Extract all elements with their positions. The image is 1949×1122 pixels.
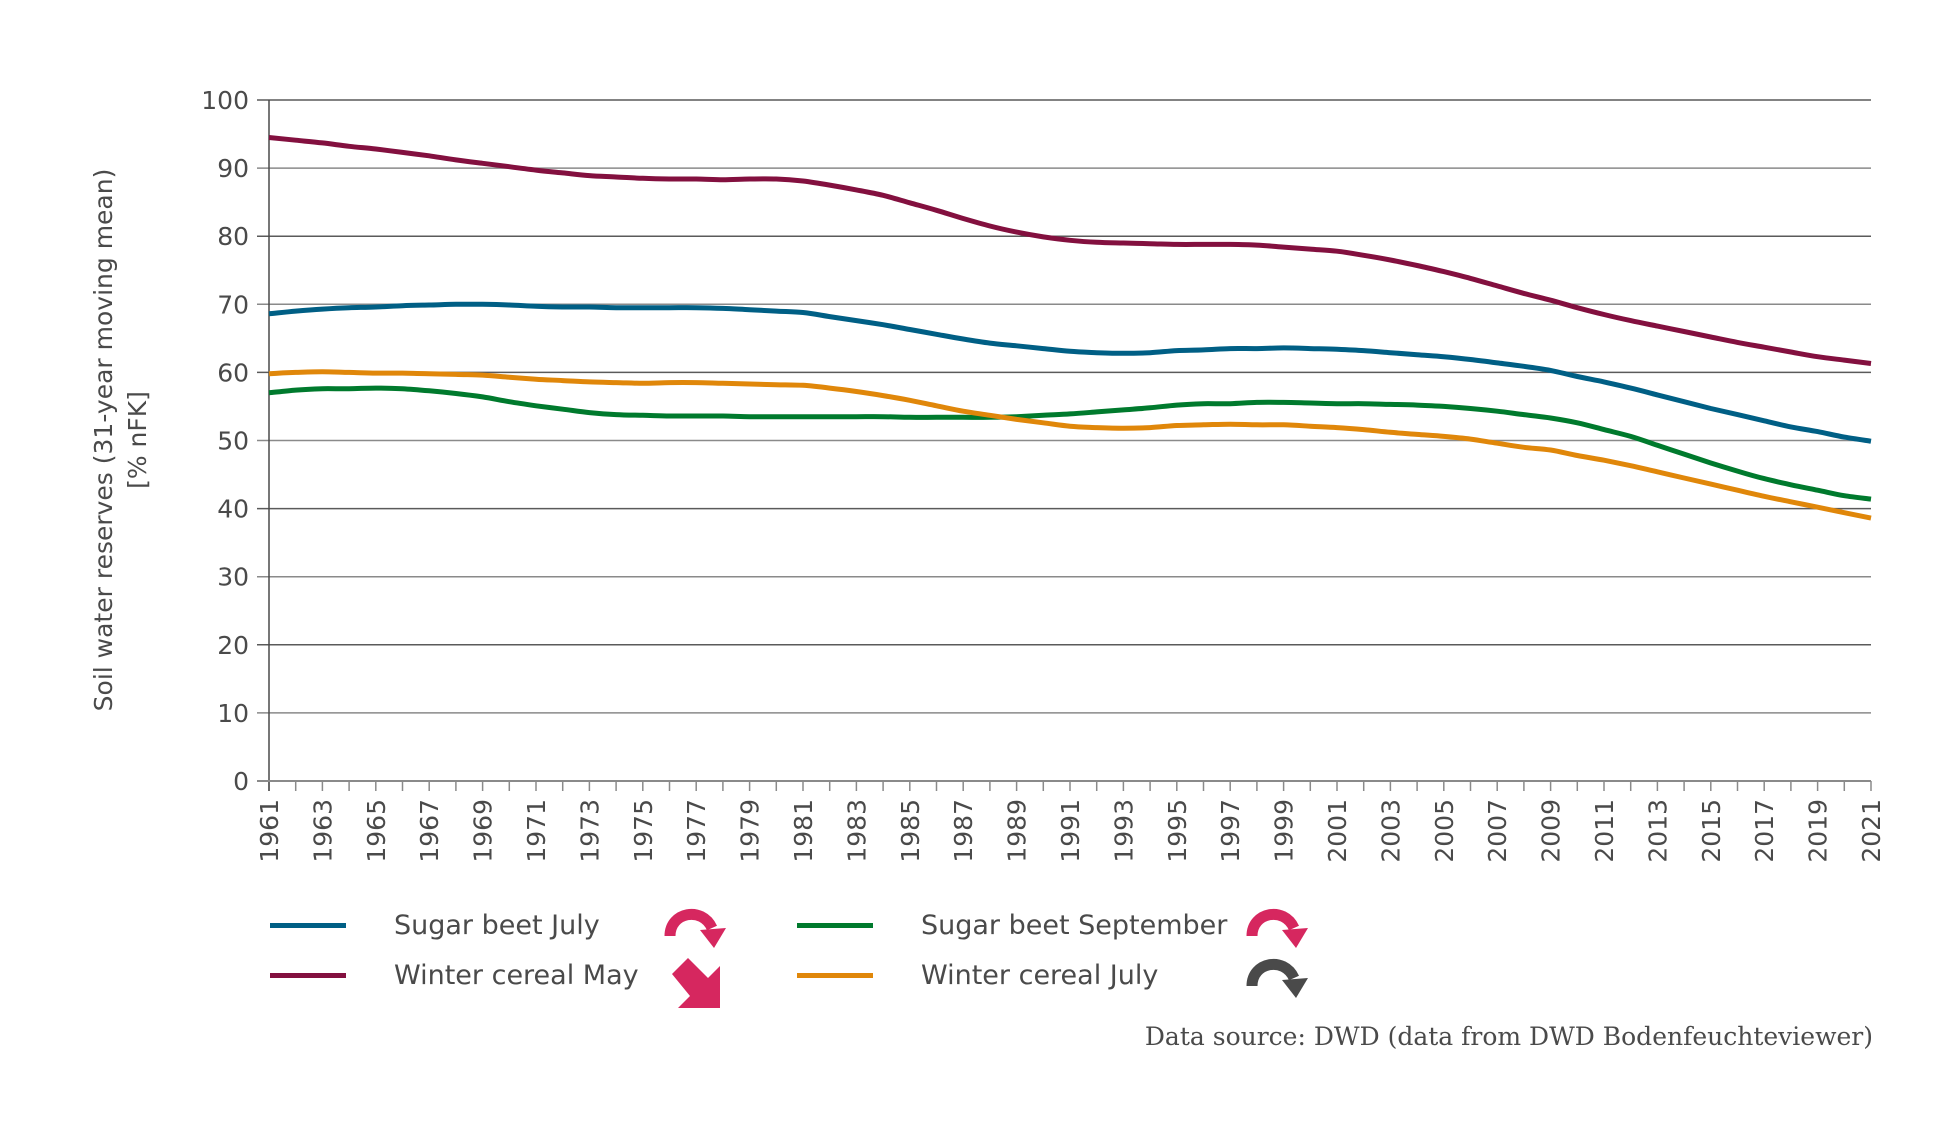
x-tick-label: 2015 <box>1697 799 1726 863</box>
x-tick-label: 2013 <box>1643 799 1672 863</box>
y-tick-label: 0 <box>233 767 249 796</box>
legend: Sugar beet July Winter cereal May Sugar … <box>270 900 1370 1010</box>
legend-item-sugar-beet-september: Sugar beet September <box>797 905 1227 945</box>
y-tick-label: 10 <box>217 699 249 728</box>
x-tick-label: 1999 <box>1270 799 1299 863</box>
x-tick-label: 1993 <box>1109 799 1138 863</box>
series-line-sugar-beet-september <box>268 385 1872 502</box>
x-tick-label: 1987 <box>949 799 978 863</box>
x-tick-label: 1979 <box>736 799 765 863</box>
x-tick-label: 1967 <box>415 799 444 863</box>
series-lines <box>268 135 1872 521</box>
y-tick-label: 90 <box>217 154 249 183</box>
x-tick-label: 2019 <box>1804 799 1833 863</box>
series-line-winter-cereal-may <box>268 135 1872 366</box>
x-tick-label: 1989 <box>1003 799 1032 863</box>
y-tick-label: 50 <box>217 427 249 456</box>
legend-item-sugar-beet-july: Sugar beet July <box>270 905 600 945</box>
x-tick-label: 1995 <box>1163 799 1192 863</box>
legend-label: Winter cereal July <box>921 959 1159 991</box>
y-tick-label: 20 <box>217 631 249 660</box>
x-tick-label: 2001 <box>1323 799 1352 863</box>
legend-swatch <box>270 972 346 978</box>
diagonal-down-arrow-icon <box>672 958 720 1008</box>
legend-swatch <box>270 922 346 928</box>
y-axis-title-line-1: Soil water reserves (31-year moving mean… <box>89 169 118 712</box>
x-tick-label: 1969 <box>469 799 498 863</box>
x-tick-label: 1991 <box>1056 799 1085 863</box>
series-line-winter-cereal-july <box>268 369 1872 521</box>
series-line-sugar-beet-july <box>268 301 1872 444</box>
legend-label: Winter cereal May <box>394 959 639 991</box>
x-tick-label: 1975 <box>629 799 658 863</box>
x-tick-label: 2007 <box>1483 799 1512 863</box>
curved-down-arrow-icon <box>1246 908 1308 948</box>
x-axis-ticks: 1961 1963 1965 1967 1969 1971 1973 1975 1977 1979… <box>255 781 1886 863</box>
y-tick-label: 70 <box>217 290 249 319</box>
legend-item-winter-cereal-july: Winter cereal July <box>797 955 1158 995</box>
curved-down-arrow-icon <box>1246 958 1308 998</box>
y-tick-label: 80 <box>217 222 249 251</box>
x-tick-label: 2017 <box>1750 799 1779 863</box>
legend-label: Sugar beet September <box>921 909 1228 941</box>
legend-label: Sugar beet July <box>394 909 600 941</box>
x-tick-label: 1963 <box>308 799 337 863</box>
x-tick-label: 1981 <box>789 799 818 863</box>
x-tick-label: 2009 <box>1537 799 1566 863</box>
y-tick-label: 100 <box>201 86 249 115</box>
x-tick-label: 2021 <box>1857 799 1886 863</box>
y-axis-title: Soil water reserves (31-year moving mean… <box>89 169 152 712</box>
curved-down-arrow-icon <box>664 908 726 948</box>
x-tick-label: 1977 <box>682 799 711 863</box>
x-tick-label: 2003 <box>1376 799 1405 863</box>
x-tick-label: 2011 <box>1590 799 1619 863</box>
x-tick-label: 1997 <box>1216 799 1245 863</box>
gridlines <box>257 99 1871 714</box>
y-tick-label: 30 <box>217 563 249 592</box>
y-tick-label: 40 <box>217 495 249 524</box>
y-axis-ticks: 0 10 20 30 40 50 60 70 80 90 100 <box>201 86 269 796</box>
legend-swatch <box>797 922 873 928</box>
y-tick-label: 60 <box>217 358 249 387</box>
x-tick-label: 1961 <box>255 799 284 863</box>
x-tick-label: 1973 <box>575 799 604 863</box>
data-source-note: Data source: DWD (data from DWD Bodenfeu… <box>1144 1022 1873 1051</box>
x-tick-label: 1983 <box>842 799 871 863</box>
x-tick-label: 1965 <box>362 799 391 863</box>
y-axis-title-line-2: [% nFK] <box>123 391 152 489</box>
x-tick-label: 1985 <box>896 799 925 863</box>
x-tick-label: 2005 <box>1430 799 1459 863</box>
legend-item-winter-cereal-may: Winter cereal May <box>270 955 639 995</box>
x-tick-label: 1971 <box>522 799 551 863</box>
legend-swatch <box>797 972 873 978</box>
